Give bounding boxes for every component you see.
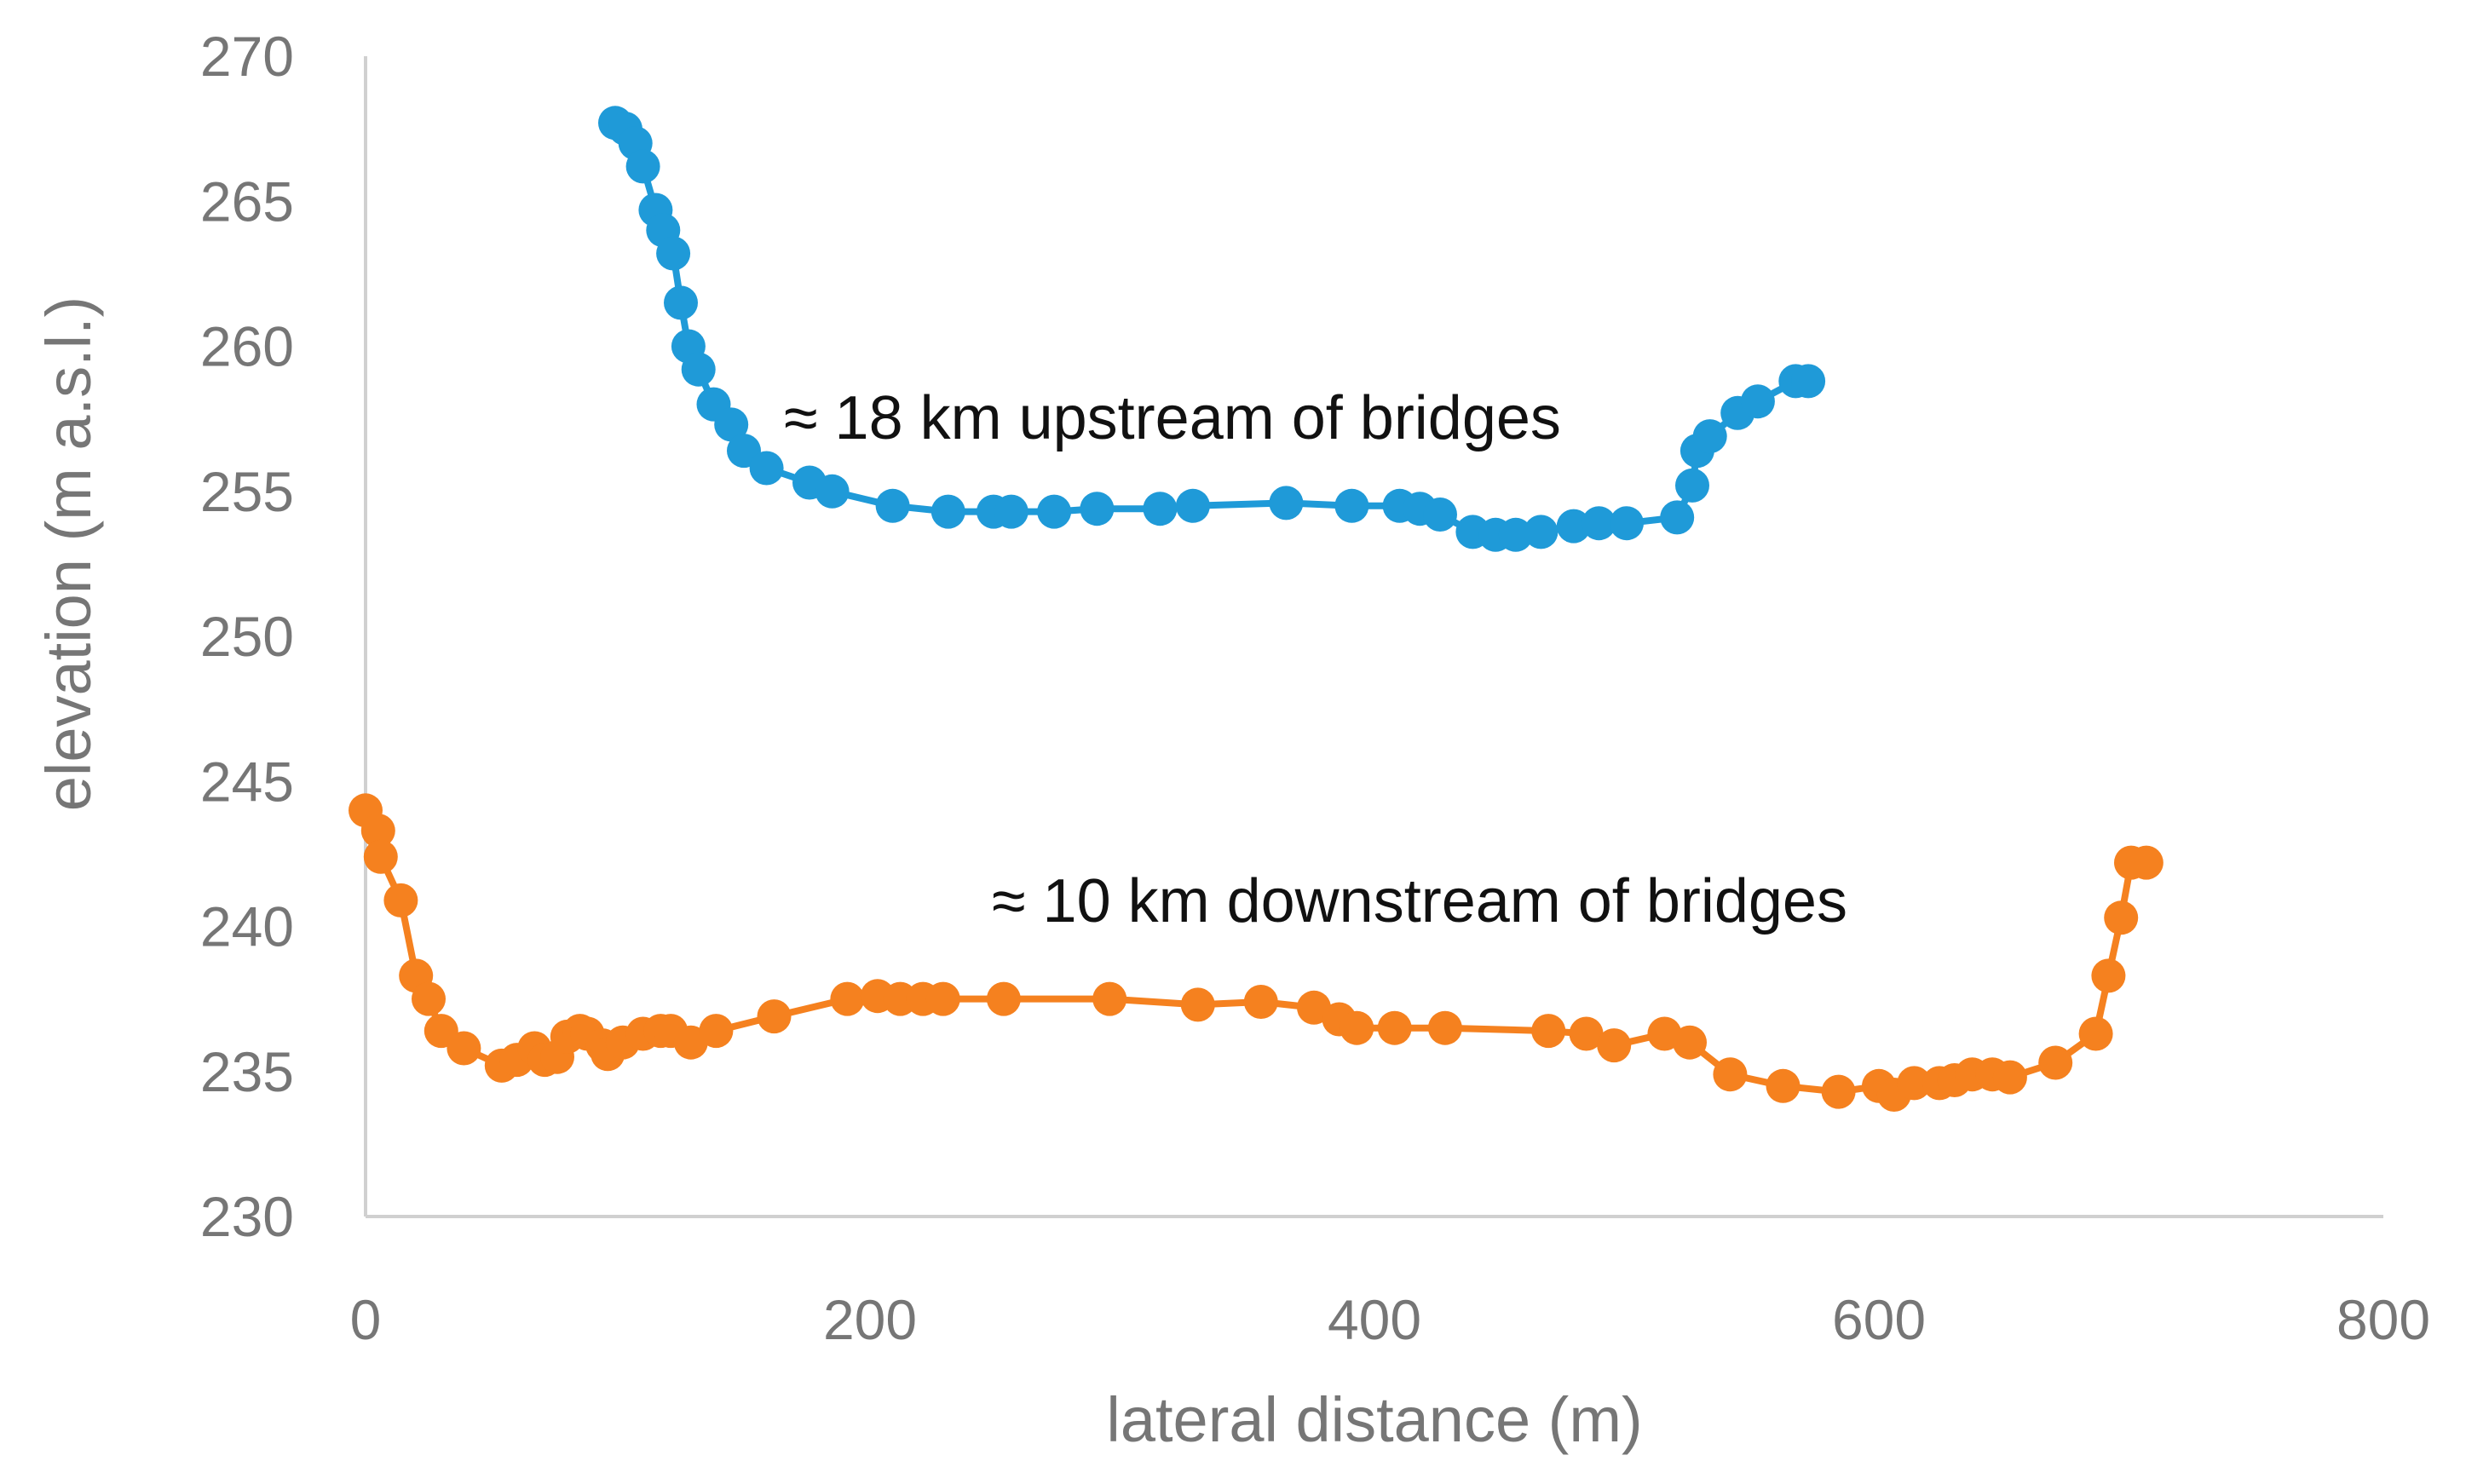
data-point (1673, 1025, 1707, 1060)
data-point (1498, 517, 1533, 552)
data-point (412, 981, 446, 1016)
data-point (1692, 419, 1727, 454)
data-point (1175, 488, 1210, 523)
data-point (1531, 1014, 1566, 1049)
data-point (360, 814, 395, 848)
data-point (2078, 1016, 2113, 1051)
y-tick-label: 260 (200, 315, 294, 378)
y-axis-title: elevation (m a.s.l.) (33, 296, 104, 812)
data-point (1269, 486, 1304, 521)
data-point (1143, 492, 1178, 526)
data-point (681, 352, 716, 387)
series-2 (349, 793, 2164, 1112)
data-point (2129, 845, 2164, 880)
x-axis-title: lateral distance (m) (1106, 1384, 1642, 1455)
data-point (1660, 500, 1695, 535)
series-line (614, 119, 1809, 538)
series-1 (598, 106, 1826, 552)
data-point (625, 149, 660, 184)
data-point (714, 407, 749, 442)
data-point (1740, 384, 1775, 419)
x-tick-label: 200 (823, 1288, 917, 1351)
y-tick-label: 250 (200, 605, 294, 668)
data-point (931, 494, 965, 529)
data-point (749, 451, 784, 486)
data-point (1766, 1068, 1801, 1103)
data-point (2038, 1045, 2073, 1080)
data-point (875, 488, 910, 523)
data-point (1582, 506, 1616, 541)
data-point (1713, 1057, 1748, 1092)
y-tick-label: 230 (200, 1185, 294, 1248)
annotation-upstream: ≈ 18 km upstream of bridges (784, 384, 1561, 452)
x-tick-label: 0 (350, 1288, 382, 1351)
data-point (1556, 509, 1591, 544)
data-point (830, 981, 865, 1016)
data-point (1597, 1028, 1632, 1063)
data-point (1092, 981, 1127, 1016)
data-point (1340, 1010, 1374, 1045)
data-point (1524, 515, 1559, 549)
data-point (2091, 958, 2126, 993)
y-tick-label: 235 (200, 1040, 294, 1103)
data-point (1423, 498, 1457, 532)
data-point (925, 981, 960, 1016)
data-point (815, 474, 850, 509)
data-point (1821, 1074, 1856, 1109)
data-point (1180, 987, 1215, 1022)
data-point (664, 285, 698, 320)
data-point (1334, 488, 1369, 523)
x-tick-label: 800 (2336, 1288, 2430, 1351)
data-point (1427, 1010, 1462, 1045)
data-point (1377, 1010, 1412, 1045)
y-tick-label: 245 (200, 750, 294, 813)
data-point (757, 999, 792, 1034)
series-layer (349, 106, 2164, 1112)
y-tick-label: 265 (200, 170, 294, 233)
annotation-downstream: ≈ 10 km downstream of bridges (992, 867, 1847, 935)
data-point (1992, 1060, 2027, 1095)
data-point (1675, 468, 1709, 503)
data-point (986, 981, 1021, 1016)
data-point (1037, 494, 1072, 529)
x-tick-label: 600 (1832, 1288, 1926, 1351)
data-point (363, 839, 398, 874)
data-point (1243, 985, 1278, 1019)
data-point (1080, 492, 1115, 526)
x-tick-label: 400 (1328, 1288, 1421, 1351)
data-point (383, 883, 418, 917)
data-point (447, 1031, 481, 1066)
data-point (1791, 364, 1826, 399)
y-tick-label: 240 (200, 895, 294, 958)
y-tick-label: 255 (200, 460, 294, 523)
x-tick-labels: 0 200 400 600 800 (350, 1288, 2430, 1351)
data-point (1610, 506, 1644, 541)
y-tick-label: 270 (200, 25, 294, 88)
data-point (994, 494, 1028, 529)
data-point (656, 236, 691, 271)
data-point (1569, 1016, 1604, 1051)
data-point (2104, 900, 2139, 935)
y-tick-labels: 230 235 240 245 250 255 260 265 270 (200, 25, 294, 1248)
data-point (699, 1014, 734, 1049)
data-point (1897, 1066, 1932, 1101)
